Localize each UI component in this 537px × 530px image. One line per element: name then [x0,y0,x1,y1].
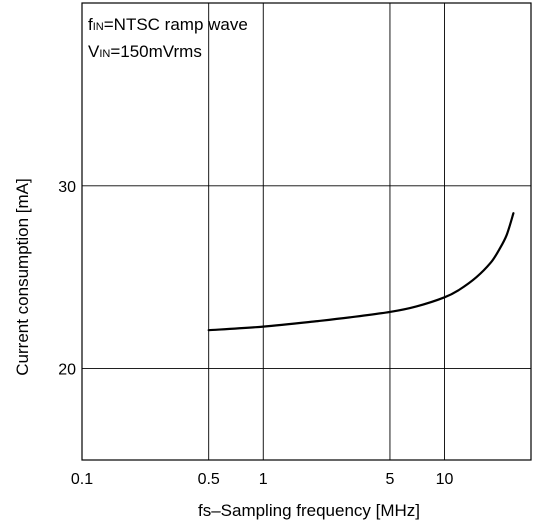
annotation-input-signal: fIN=NTSC ramp wave [88,15,248,34]
series-line [207,212,515,332]
y-tick-label: 20 [58,362,76,379]
data-series [207,212,515,332]
x-axis-label: fs–Sampling frequency [MHz] [198,501,420,520]
plot-frame [81,2,532,461]
y-tick-label: 30 [58,179,76,196]
grid-lines [82,3,531,460]
x-tick-labels: 0.1 0.5 1 5 10 [71,471,454,488]
y-axis-label: Current consumption [mA] [13,178,32,375]
x-tick-label: 5 [386,471,395,488]
x-tick-label: 0.5 [198,471,220,488]
x-tick-label: 1 [259,471,268,488]
x-tick-label: 0.1 [71,471,93,488]
annotation-input-voltage: VIN=150mVrms [88,42,202,61]
x-tick-label: 10 [436,471,454,488]
